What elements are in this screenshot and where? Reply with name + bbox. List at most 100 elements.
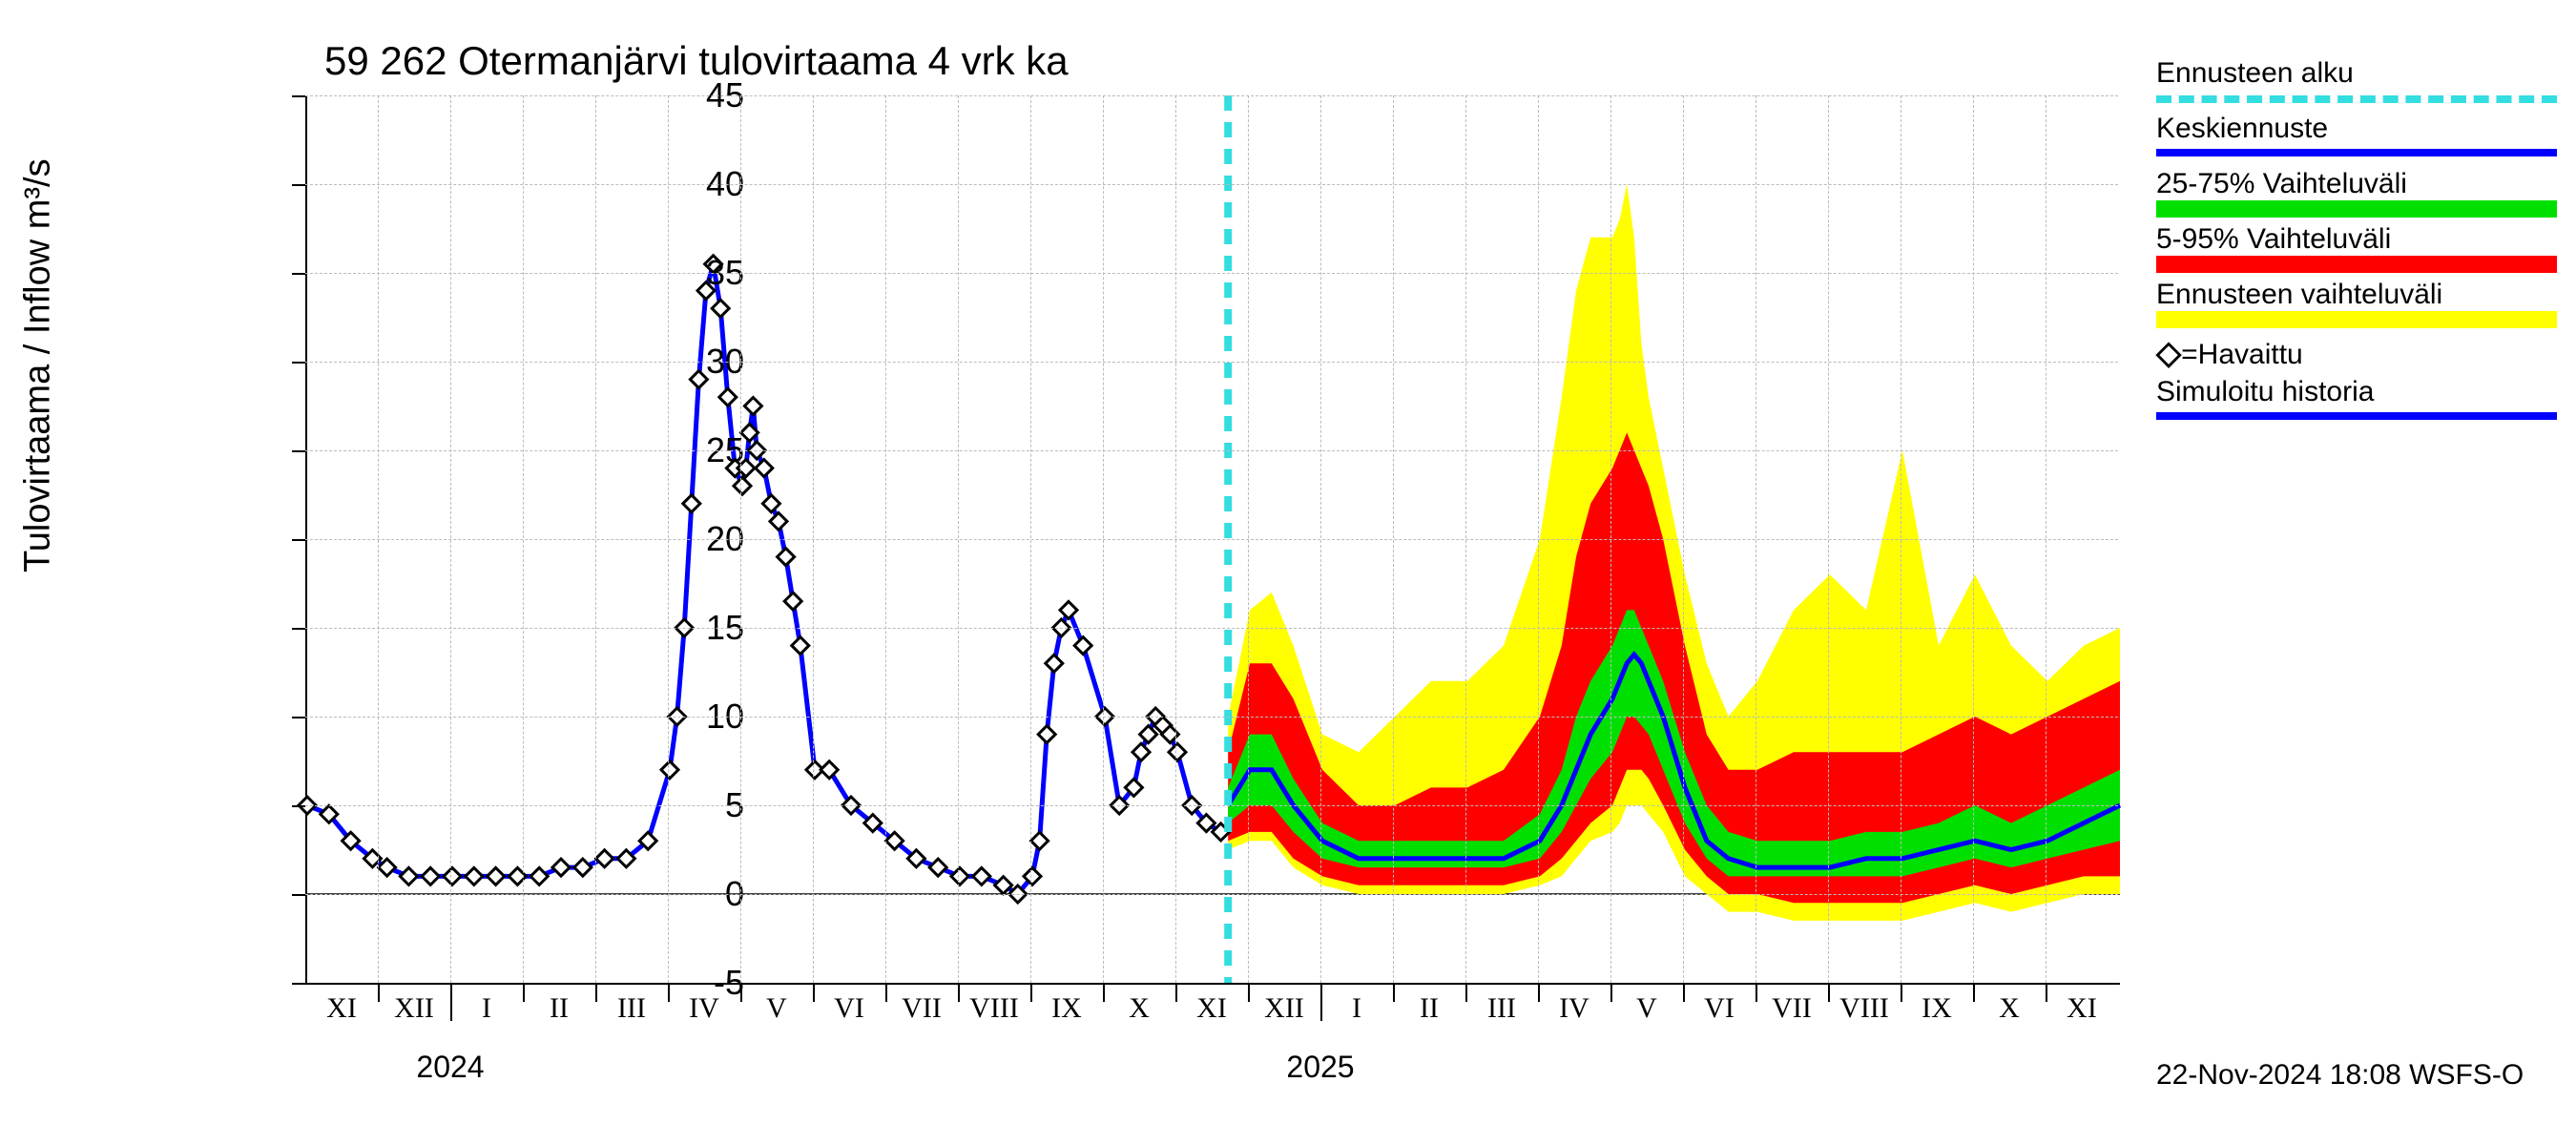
x-tick-label: IX xyxy=(1922,992,1952,1025)
x-tick xyxy=(1393,983,1395,1002)
observed-marker xyxy=(530,867,548,885)
plot-area xyxy=(305,95,2120,985)
y-tick xyxy=(292,805,305,807)
y-tick xyxy=(292,273,305,275)
x-tick xyxy=(1683,983,1685,1002)
x-tick xyxy=(1610,983,1612,1002)
y-gridline xyxy=(305,95,2118,96)
y-gridline xyxy=(305,362,2118,363)
observed-marker xyxy=(734,477,751,494)
x-tick-label: XI xyxy=(1196,992,1227,1025)
x-gridline xyxy=(378,95,379,983)
x-tick-label: XI xyxy=(326,992,357,1025)
legend-item: Ennusteen alku xyxy=(2156,57,2557,113)
y-tick xyxy=(292,539,305,541)
observed-marker xyxy=(973,867,990,885)
x-tick-label: XII xyxy=(394,992,434,1025)
x-tick-label: VII xyxy=(902,992,942,1025)
x-tick-label: IX xyxy=(1051,992,1082,1025)
y-gridline xyxy=(305,628,2118,629)
x-tick-label: I xyxy=(1352,992,1361,1025)
x-tick xyxy=(1465,983,1467,1002)
x-gridline xyxy=(1465,95,1466,983)
y-gridline xyxy=(305,184,2118,185)
y-gridline xyxy=(305,273,2118,274)
legend-label: ◇=Havaittu xyxy=(2156,334,2303,372)
y-tick xyxy=(292,628,305,630)
observed-marker xyxy=(744,398,761,415)
x-tick-label: III xyxy=(617,992,646,1025)
x-tick xyxy=(1828,983,1830,1002)
x-gridline xyxy=(1393,95,1394,983)
x-tick xyxy=(1030,983,1032,1002)
observed-marker xyxy=(596,850,613,867)
legend-label: Ennusteen vaihteluväli xyxy=(2156,279,2442,311)
legend-item: Simuloitu historia xyxy=(2156,376,2557,431)
x-gridline xyxy=(1320,95,1321,983)
legend-swatch xyxy=(2156,256,2557,273)
x-gridline xyxy=(958,95,959,983)
x-tick-label: VI xyxy=(834,992,864,1025)
legend-swatch xyxy=(2156,412,2557,420)
y-gridline xyxy=(305,450,2118,451)
observed-marker xyxy=(951,867,968,885)
x-gridline xyxy=(740,95,741,983)
observed-marker xyxy=(1074,637,1091,655)
legend-label: Keskiennuste xyxy=(2156,113,2328,145)
observed-marker xyxy=(712,300,729,317)
x-tick xyxy=(523,983,525,1002)
observed-marker xyxy=(1038,726,1055,743)
x-tick xyxy=(1973,983,1975,1002)
year-label: 2025 xyxy=(1286,1050,1354,1085)
x-tick-label: II xyxy=(550,992,569,1025)
observed-marker xyxy=(1169,743,1186,760)
observed-marker xyxy=(792,637,809,655)
observed-marker xyxy=(683,495,700,512)
x-tick xyxy=(1320,983,1322,1021)
legend-label: 5-95% Vaihteluväli xyxy=(2156,223,2391,256)
x-gridline xyxy=(1828,95,1829,983)
x-gridline xyxy=(1973,95,1974,983)
legend-item: Ennusteen vaihteluväli xyxy=(2156,279,2557,334)
legend-swatch xyxy=(2156,200,2557,218)
legend-swatch xyxy=(2156,311,2557,328)
x-gridline xyxy=(523,95,524,983)
observed-marker xyxy=(574,859,592,876)
x-tick xyxy=(958,983,960,1002)
x-tick-label: VI xyxy=(1704,992,1735,1025)
x-tick xyxy=(2046,983,2047,1002)
sim-history-line xyxy=(307,264,1221,894)
x-tick xyxy=(1755,983,1757,1002)
legend-item: Keskiennuste xyxy=(2156,113,2557,168)
observed-marker xyxy=(770,512,787,530)
observed-marker xyxy=(1046,655,1063,672)
x-tick xyxy=(740,983,742,1002)
observed-marker xyxy=(466,867,483,885)
observed-marker xyxy=(1031,832,1049,849)
footer-timestamp: 22-Nov-2024 18:08 WSFS-O xyxy=(2156,1059,2524,1092)
y-tick xyxy=(292,894,305,896)
y-axis-label: Tulovirtaama / Inflow m³/s xyxy=(18,158,59,572)
legend-label: 25-75% Vaihteluväli xyxy=(2156,168,2407,200)
x-gridline xyxy=(885,95,886,983)
y-tick xyxy=(292,983,305,985)
x-tick-label: I xyxy=(482,992,491,1025)
x-tick xyxy=(1175,983,1177,1002)
y-tick xyxy=(292,362,305,364)
x-gridline xyxy=(1538,95,1539,983)
observed-marker xyxy=(762,495,779,512)
legend-swatch xyxy=(2156,149,2557,156)
x-tick-label: XII xyxy=(1264,992,1304,1025)
x-gridline xyxy=(1030,95,1031,983)
y-gridline xyxy=(305,805,2118,806)
x-tick xyxy=(595,983,597,1002)
x-tick xyxy=(450,983,452,1021)
x-tick xyxy=(668,983,670,1002)
x-gridline xyxy=(668,95,669,983)
y-tick xyxy=(292,95,305,97)
x-tick-label: V xyxy=(766,992,787,1025)
legend-swatch xyxy=(2156,95,2557,103)
legend: Ennusteen alkuKeskiennuste 25-75% Vaihtel… xyxy=(2156,57,2557,431)
x-gridline xyxy=(1683,95,1684,983)
x-tick-label: II xyxy=(1420,992,1439,1025)
